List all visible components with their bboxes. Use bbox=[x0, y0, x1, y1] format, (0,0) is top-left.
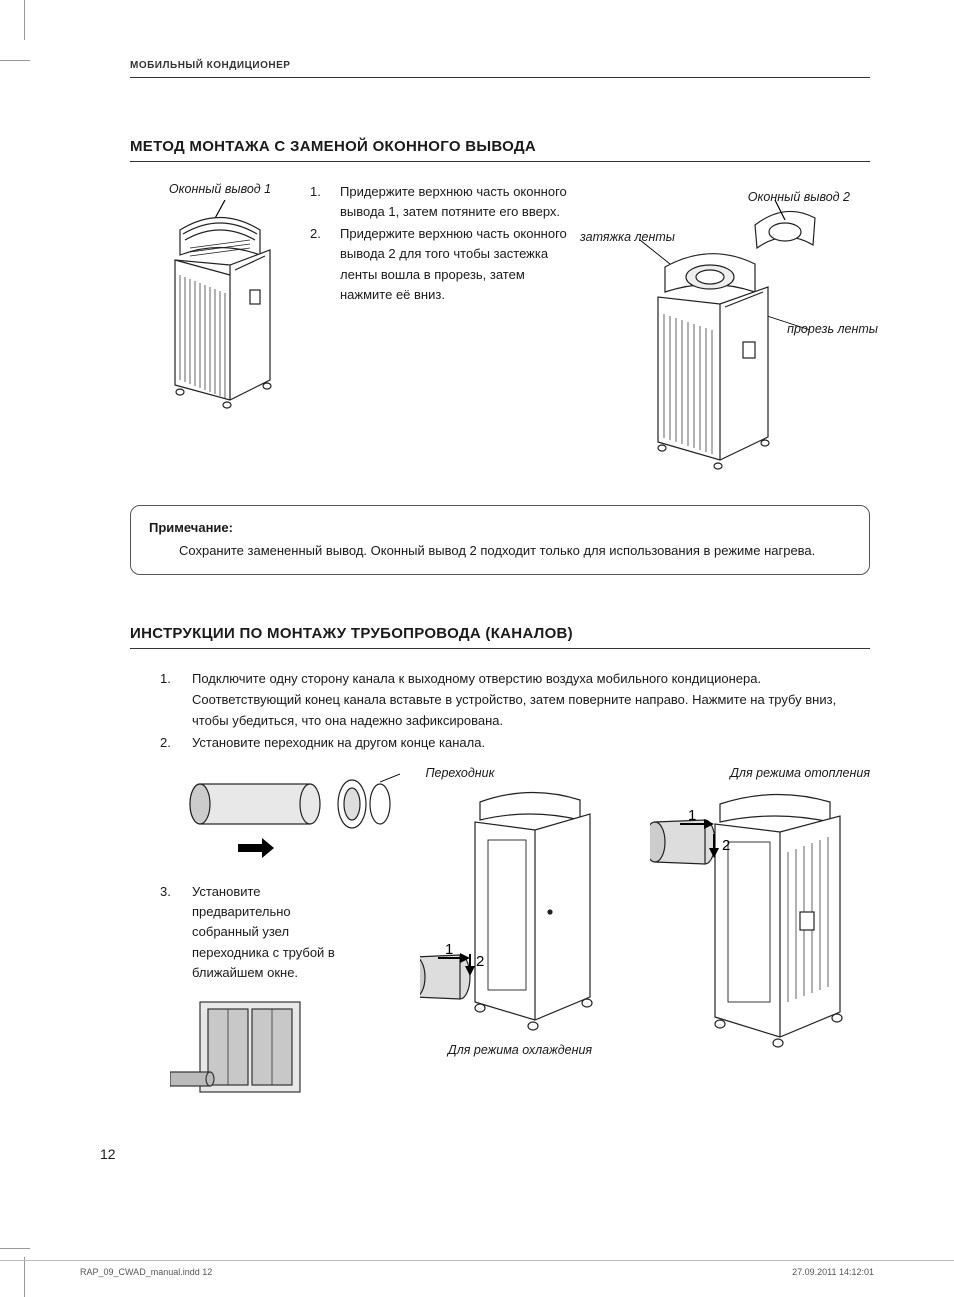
note-title: Примечание: bbox=[149, 518, 851, 538]
device-heating-figure: Для режима отопления bbox=[650, 766, 870, 1067]
footer-timestamp: 27.09.2011 14:12:01 bbox=[792, 1267, 874, 1277]
step-number: 3. bbox=[160, 882, 192, 983]
step-number: 1. bbox=[160, 669, 192, 731]
step-text: Установите предварительно собранный узел… bbox=[192, 882, 360, 983]
window-illustration bbox=[170, 997, 320, 1107]
footer-filename: RAP_09_CWAD_manual.indd 12 bbox=[80, 1267, 212, 1277]
adapter-label: Переходник bbox=[410, 766, 510, 780]
callout-outlet-2: Оконный вывод 2 bbox=[748, 190, 850, 204]
crop-mark bbox=[0, 60, 30, 61]
svg-text:2: 2 bbox=[476, 953, 484, 970]
device-cooling-figure: 1 2 Для режима охлаждения bbox=[420, 782, 620, 1057]
figure-window-outlet-2: Оконный вывод 2 затяжка ленты прорезь ле… bbox=[580, 182, 850, 487]
step-text: Придержите верхнюю часть оконного вывода… bbox=[340, 182, 570, 222]
crop-mark bbox=[24, 0, 25, 40]
figure-1-label: Оконный вывод 1 bbox=[140, 182, 300, 196]
device-illustration-1 bbox=[155, 200, 285, 410]
callout-tape-tighten: затяжка ленты bbox=[580, 230, 675, 244]
section-1-title: МЕТОД МОНТАЖА С ЗАМЕНОЙ ОКОННОГО ВЫВОДА bbox=[130, 138, 870, 162]
section-2-diagrams: Переходник 3. Установите предварительно … bbox=[160, 772, 870, 1102]
list-item: 2. Придержите верхнюю часть оконного выв… bbox=[310, 224, 570, 305]
footer-divider bbox=[0, 1260, 954, 1261]
section-1-steps: 1. Придержите верхнюю часть оконного выв… bbox=[310, 182, 570, 487]
list-item: 1. Подключите одну сторону канала к выхо… bbox=[160, 669, 870, 731]
cooling-mode-label: Для режима охлаждения bbox=[420, 1043, 620, 1057]
callout-tape-slot: прорезь ленты bbox=[787, 322, 878, 336]
tube-adapter-illustration bbox=[180, 772, 400, 862]
svg-text:1: 1 bbox=[445, 941, 453, 958]
step-3-block: 3. Установите предварительно собранный у… bbox=[160, 882, 360, 1113]
crop-mark bbox=[24, 1257, 25, 1297]
step-text: Подключите одну сторону канала к выходно… bbox=[192, 669, 870, 731]
svg-text:2: 2 bbox=[722, 837, 730, 854]
note-box: Примечание: Сохраните замененный вывод. … bbox=[130, 505, 870, 575]
section-2-title: ИНСТРУКЦИИ ПО МОНТАЖУ ТРУБОПРОВОДА (КАНА… bbox=[130, 625, 870, 649]
list-item: 2. Установите переходник на другом конце… bbox=[160, 733, 870, 754]
svg-text:1: 1 bbox=[688, 807, 696, 824]
section-1-body: Оконный вывод 1 bbox=[140, 182, 870, 487]
list-item: 1. Придержите верхнюю часть оконного выв… bbox=[310, 182, 570, 222]
running-header: МОБИЛЬНЫЙ КОНДИЦИОНЕР bbox=[130, 60, 870, 78]
device-heating-illustration: 1 2 bbox=[650, 782, 870, 1062]
note-body: Сохраните замененный вывод. Оконный выво… bbox=[149, 541, 851, 561]
crop-mark bbox=[0, 1248, 30, 1249]
device-cooling-illustration: 1 2 bbox=[420, 782, 620, 1042]
step-number: 2. bbox=[310, 224, 340, 305]
step-number: 1. bbox=[310, 182, 340, 222]
heating-mode-label: Для режима отопления bbox=[650, 766, 870, 780]
page-number: 12 bbox=[100, 1146, 116, 1162]
section-2-steps: 1. Подключите одну сторону канала к выхо… bbox=[160, 669, 870, 754]
step-number: 2. bbox=[160, 733, 192, 754]
page-content: МОБИЛЬНЫЙ КОНДИЦИОНЕР МЕТОД МОНТАЖА С ЗА… bbox=[80, 60, 870, 1102]
figure-window-outlet-1: Оконный вывод 1 bbox=[140, 182, 300, 487]
step-text: Установите переходник на другом конце ка… bbox=[192, 733, 485, 754]
step-text: Придержите верхнюю часть оконного вывода… bbox=[340, 224, 570, 305]
